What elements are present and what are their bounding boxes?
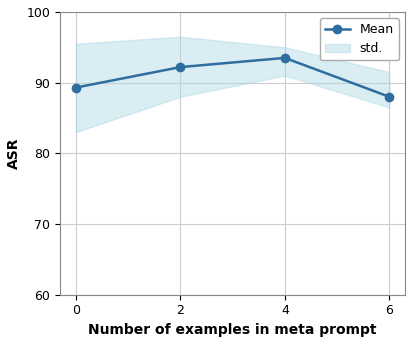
X-axis label: Number of examples in meta prompt: Number of examples in meta prompt (88, 323, 377, 337)
Mean (73, 86, 78, 90)
Line: Mean: Mean (72, 54, 393, 101)
Legend: Mean, std.: Mean, std. (320, 18, 399, 61)
Mean (282, 56, 287, 60)
Y-axis label: ASR: ASR (7, 138, 21, 169)
Mean (387, 95, 392, 99)
Mean (178, 65, 183, 69)
